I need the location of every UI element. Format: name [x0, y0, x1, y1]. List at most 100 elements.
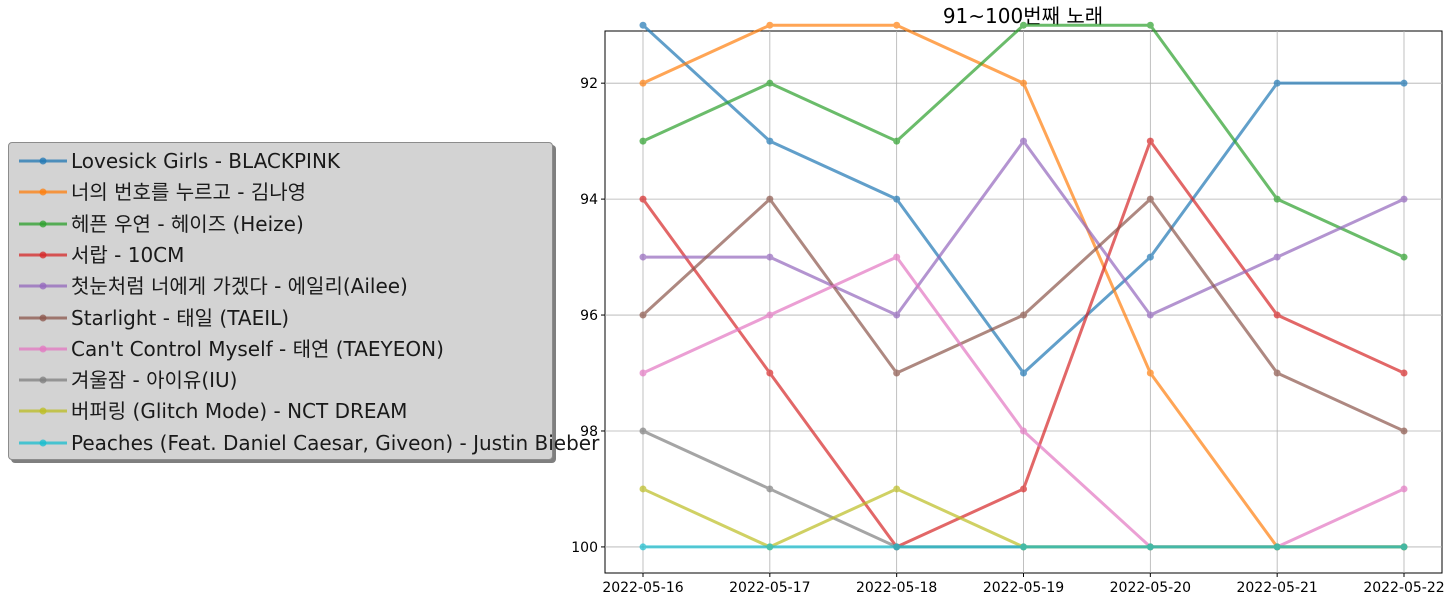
data-point [893, 253, 901, 261]
data-point [639, 79, 647, 87]
legend-item: Lovesick Girls - BLACKPINK [9, 146, 554, 176]
y-tick-label: 94 [580, 192, 598, 208]
series-1 [639, 21, 1408, 377]
legend-label: Can't Control Myself - 태연 (TAEYEON) [71, 336, 444, 361]
data-point [1146, 137, 1154, 145]
legend-swatch [19, 376, 67, 384]
legend-label: Lovesick Girls - BLACKPINK [71, 149, 341, 173]
data-point [1020, 79, 1027, 87]
x-tick-label: 2022-05-16 [602, 580, 683, 596]
data-point [893, 21, 901, 29]
data-point [766, 369, 774, 377]
legend-label: 첫눈처럼 너에게 가겠다 - 에일리(Ailee) [71, 274, 408, 299]
data-point [1020, 427, 1027, 435]
legend-item: 헤픈 우연 - 헤이즈 (Heize) [9, 209, 554, 239]
data-point [766, 253, 774, 261]
legend-item: 첫눈처럼 너에게 가겠다 - 에일리(Ailee) [9, 271, 554, 301]
series-lines [639, 21, 1408, 551]
legend-label: 너의 번호를 누르고 - 김나영 [71, 180, 307, 205]
legend-item: Peaches (Feat. Daniel Caesar, Giveon) - … [9, 428, 599, 458]
data-point [1146, 369, 1154, 377]
data-point [639, 195, 647, 203]
legend-item: 너의 번호를 누르고 - 김나영 [9, 177, 554, 207]
data-point [766, 543, 774, 551]
data-point [1146, 311, 1154, 319]
data-point [1400, 369, 1408, 377]
data-point [1400, 427, 1408, 435]
data-point [1020, 369, 1027, 377]
legend-label: 버퍼링 (Glitch Mode) - NCT DREAM [71, 399, 408, 424]
data-point [1146, 195, 1154, 203]
legend-swatch [19, 188, 67, 196]
data-point [893, 137, 901, 145]
legend-item: Starlight - 태일 (TAEIL) [9, 303, 554, 333]
data-point [766, 485, 774, 493]
legend-item: 서랍 - 10CM [9, 240, 554, 270]
legend-swatch [19, 251, 67, 259]
data-point [1273, 543, 1281, 551]
data-point [1273, 311, 1281, 319]
data-point [639, 427, 647, 435]
series-10 [639, 543, 1408, 551]
data-point [639, 253, 647, 261]
x-tick-label: 2022-05-18 [856, 580, 937, 596]
legend-swatch [19, 439, 67, 447]
legend-label: Peaches (Feat. Daniel Caesar, Giveon) - … [71, 430, 600, 455]
data-point [1273, 253, 1281, 261]
legend-swatch [19, 345, 67, 353]
data-point [1400, 195, 1408, 203]
x-tick-label: 2022-05-21 [1236, 580, 1317, 596]
legend-label: 서랍 - 10CM [71, 242, 185, 267]
data-point [893, 311, 901, 319]
data-point [766, 79, 774, 87]
data-point [1020, 485, 1027, 493]
legend-swatch [19, 157, 67, 165]
data-point [766, 137, 774, 145]
legend-label: 겨울잠 - 아이유(IU) [71, 368, 238, 393]
legend-item: 겨울잠 - 아이유(IU) [9, 365, 554, 395]
data-point [639, 21, 647, 29]
series-5 [639, 137, 1408, 319]
data-point [639, 137, 647, 145]
data-point [766, 21, 774, 29]
data-point [1400, 485, 1408, 493]
data-point [639, 369, 647, 377]
data-point [1400, 543, 1408, 551]
data-point [766, 311, 774, 319]
legend-item: 버퍼링 (Glitch Mode) - NCT DREAM [9, 396, 554, 426]
legend-swatch [19, 220, 67, 228]
legend-swatch [19, 314, 67, 321]
y-tick-label: 98 [580, 424, 598, 440]
legend-swatch [19, 282, 67, 290]
data-point [766, 195, 774, 203]
y-tick-label: 92 [580, 76, 598, 92]
grid-lines [605, 31, 1442, 573]
x-tick-label: 2022-05-19 [983, 580, 1064, 596]
legend: Lovesick Girls - BLACKPINK 너의 번호를 누르고 - 김… [8, 142, 599, 460]
data-point [1273, 369, 1281, 377]
legend-swatch [19, 407, 67, 415]
x-tick-label: 2022-05-20 [1110, 580, 1191, 596]
data-point [1273, 195, 1281, 203]
legend-label: 헤픈 우연 - 헤이즈 (Heize) [71, 211, 304, 236]
x-tick-label: 2022-05-17 [729, 580, 810, 596]
data-point [1273, 79, 1281, 87]
axis-ticks: 2022-05-16 2022-05-17 2022-05-18 2022-05-19… [571, 76, 1444, 596]
data-point [893, 195, 901, 203]
data-point [1146, 253, 1154, 261]
data-point [893, 485, 901, 493]
data-point [639, 485, 647, 493]
y-tick-label: 100 [571, 540, 598, 556]
data-point [1146, 21, 1154, 29]
x-tick-label: 2022-05-22 [1363, 580, 1444, 596]
data-point [639, 543, 647, 551]
data-point [1400, 79, 1408, 87]
series-3 [639, 21, 1408, 261]
data-point [1020, 543, 1027, 551]
data-point [1020, 137, 1027, 145]
data-point [1400, 253, 1408, 261]
y-tick-label: 96 [580, 308, 598, 324]
series-6 [639, 195, 1408, 435]
legend-label: Starlight - 태일 (TAEIL) [71, 305, 290, 330]
